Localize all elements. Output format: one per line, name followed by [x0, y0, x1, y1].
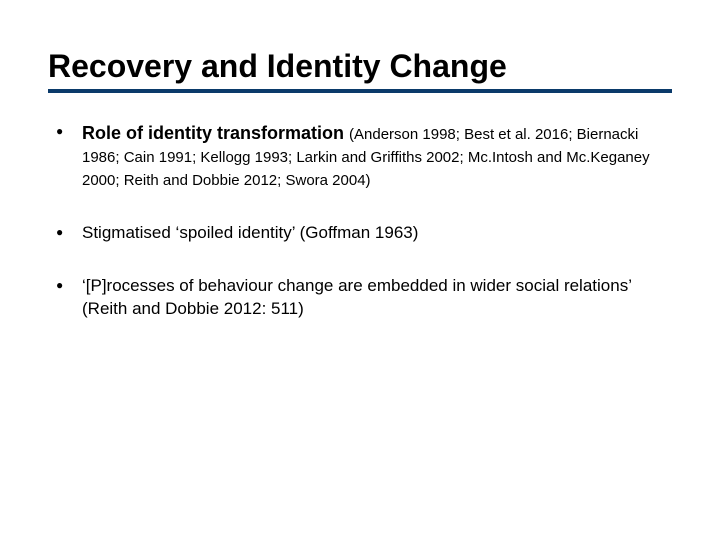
list-item: Stigmatised ‘spoiled identity’ (Goffman … [56, 222, 672, 245]
bullet-list: Role of identity transformation (Anderso… [56, 121, 672, 321]
slide: Recovery and Identity Change Role of ide… [0, 0, 720, 540]
bullet-lead: Role of identity transformation [82, 123, 349, 143]
title-underline [48, 89, 672, 93]
slide-title: Recovery and Identity Change [48, 48, 672, 85]
bullet-text: ‘[P]rocesses of behaviour change are emb… [82, 276, 631, 318]
list-item: Role of identity transformation (Anderso… [56, 121, 672, 192]
list-item: ‘[P]rocesses of behaviour change are emb… [56, 275, 672, 321]
bullet-text: Stigmatised ‘spoiled identity’ (Goffman … [82, 223, 418, 242]
